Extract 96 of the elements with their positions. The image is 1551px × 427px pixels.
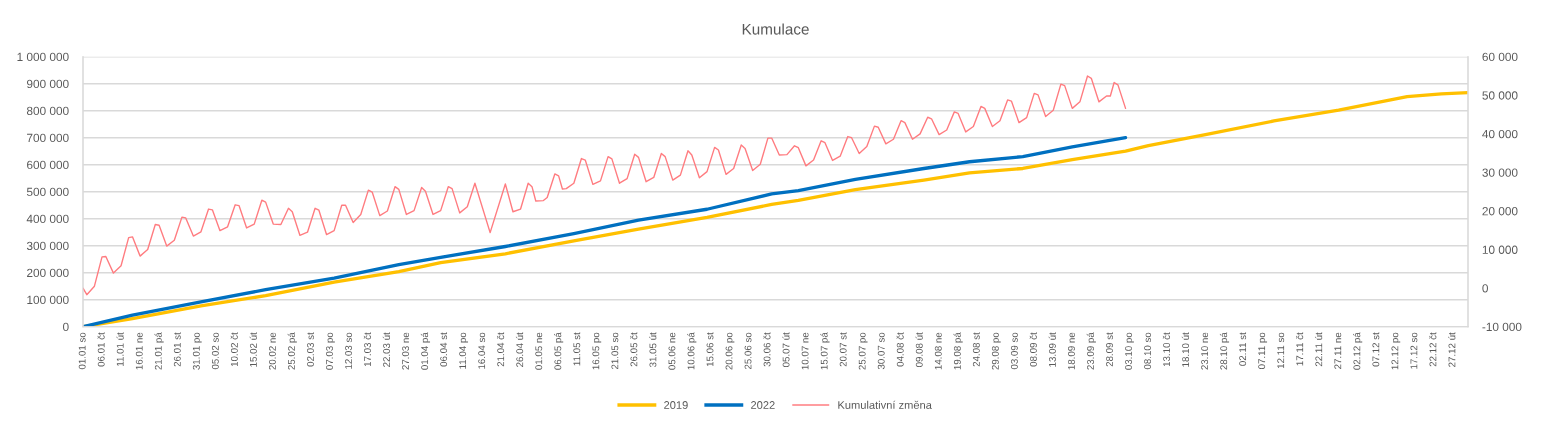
x-tick-label: 18.09 ne <box>1068 332 1075 370</box>
x-tick-label: 26.04 út <box>515 332 524 367</box>
x-tick-label: 17.11 čt <box>1296 332 1304 366</box>
x-tick-label: 01.01 so <box>78 332 86 370</box>
x-tick-label: 04.08 čt <box>896 332 904 367</box>
x-tick-label: 16.05 po <box>592 332 602 370</box>
legend-label: Kumulativní změna <box>838 400 932 409</box>
x-tick-label: 02.12 pá <box>1353 332 1363 370</box>
x-tick-label: 21.05 so <box>611 332 619 370</box>
x-tick-label: 11.01 út <box>116 332 124 366</box>
x-tick-label: 07.11 po <box>1258 332 1268 369</box>
y2-tick-label: 0 <box>1482 284 1488 293</box>
x-tick-label: 02.11 st <box>1239 332 1247 366</box>
x-tick-label: 12.11 so <box>1277 332 1285 369</box>
x-tick-label: 23.10 ne <box>1201 332 1209 370</box>
x-tick-label: 07.12 st <box>1372 332 1380 367</box>
x-tick-label: 14.08 ne <box>934 332 942 370</box>
legend-label: 2019 <box>664 401 688 409</box>
y-tick-label: 700 000 <box>27 133 69 143</box>
x-tick-label: 28.09 st <box>1106 332 1113 367</box>
y2-tick-label: 10 000 <box>1482 245 1518 254</box>
x-tick-label: 26.05 čt <box>630 332 638 367</box>
y-tick-label: 500 000 <box>26 187 69 197</box>
x-tick-label: 06.01 čt <box>97 332 105 367</box>
y-tick-label: 300 000 <box>26 241 69 251</box>
y2-tick-label: 40 000 <box>1482 129 1518 139</box>
x-tick-label: 15.06 st <box>706 332 714 367</box>
x-tick-label: 03.09 so <box>1010 332 1018 370</box>
x-tick-label: 29.08 po <box>991 332 1001 370</box>
x-tick-label: 08.09 čt <box>1029 332 1037 367</box>
x-tick-label: 27.03 ne <box>402 332 410 370</box>
x-tick-label: 31.05 út <box>649 332 657 368</box>
x-tick-label: 16.01 ne <box>135 332 143 370</box>
x-tick-label: 11.04 po <box>459 332 469 369</box>
x-tick-label: 17.12 so <box>1410 332 1418 369</box>
x-tick-label: 07.03 po <box>326 332 335 370</box>
x-tick-label: 24.08 st <box>972 332 980 367</box>
x-tick-label: 22.11 út <box>1314 332 1323 367</box>
x-tick-label: 10.06 pá <box>687 332 697 370</box>
y-tick-label: 200 000 <box>27 268 69 278</box>
y2-tick-label: 60 000 <box>1482 52 1518 62</box>
y-tick-label: 900 000 <box>26 79 69 89</box>
y-tick-label: 800 000 <box>26 106 69 116</box>
x-tick-label: 15.07 pá <box>820 332 830 370</box>
x-tick-label: 10.07 ne <box>801 332 809 370</box>
x-tick-label: 09.08 út <box>915 332 923 368</box>
y-tick-label: 600 000 <box>27 160 69 170</box>
x-tick-label: 26.01 st <box>173 332 181 367</box>
legend-label: 2022 <box>751 401 775 409</box>
y2-tick-label: 20 000 <box>1482 207 1518 216</box>
x-tick-label: 01.05 ne <box>535 332 543 370</box>
x-tick-label: 15.02 út <box>249 332 257 367</box>
x-tick-label: 05.06 ne <box>668 332 676 370</box>
x-tick-label: 21.01 pá <box>154 332 164 370</box>
x-tick-label: 13.10 čt <box>1162 332 1171 367</box>
x-tick-label: 17.03 čt <box>363 332 371 367</box>
y2-tick-label: 50 000 <box>1482 91 1518 100</box>
x-tick-label: 21.04 čt <box>496 332 505 367</box>
x-tick-label: 16.04 so <box>478 332 486 369</box>
x-tick-label: 20.02 ne <box>268 332 276 370</box>
x-tick-label: 06.05 pá <box>554 332 564 370</box>
x-tick-label: 30.07 so <box>877 332 885 370</box>
x-tick-label: 01.04 pá <box>420 332 431 370</box>
x-tick-label: 31.01 po <box>192 332 202 370</box>
x-tick-label: 25.07 po <box>858 332 868 370</box>
x-tick-label: 03.10 po <box>1125 332 1134 370</box>
x-tick-label: 12.03 so <box>345 332 352 369</box>
x-tick-label: 05.07 út <box>782 332 790 368</box>
x-tick-label: 27.12 út <box>1448 332 1456 367</box>
x-tick-label: 06.04 st <box>440 332 448 367</box>
x-tick-label: 08.10 so <box>1144 332 1151 370</box>
x-tick-label: 13.09 út <box>1048 332 1056 367</box>
x-tick-label: 28.10 pá <box>1219 332 1230 370</box>
y-tick-label: 400 000 <box>26 214 69 224</box>
x-tick-label: 20.06 po <box>725 332 735 370</box>
x-tick-label: 19.08 pá <box>953 332 963 370</box>
x-tick-label: 18.10 út <box>1181 332 1190 367</box>
x-tick-label: 30.06 čt <box>763 332 771 367</box>
y-tick-label: 1 000 000 <box>17 52 69 62</box>
y-tick-label: 100 000 <box>27 295 69 305</box>
x-tick-label: 22.03 út <box>382 332 391 367</box>
y-tick-label: 0 <box>63 322 69 332</box>
x-tick-label: 22.12 čt <box>1429 332 1437 367</box>
x-tick-label: 20.07 st <box>839 332 847 367</box>
y2-tick-label: -10 000 <box>1482 322 1522 332</box>
x-tick-label: 02.03 st <box>307 332 314 367</box>
chart-title: Kumulace <box>742 23 809 35</box>
x-tick-label: 27.11 ne <box>1334 332 1342 369</box>
x-tick-label: 05.02 so <box>211 332 219 370</box>
x-tick-label: 11.05 st <box>573 332 581 366</box>
x-tick-label: 10.02 čt <box>230 332 238 367</box>
y2-tick-label: 30 000 <box>1482 168 1518 177</box>
x-tick-label: 25.02 pá <box>287 332 297 370</box>
x-tick-label: 12.12 po <box>1391 332 1401 370</box>
x-tick-label: 23.09 pá <box>1086 332 1096 370</box>
x-tick-label: 25.06 so <box>744 332 752 370</box>
